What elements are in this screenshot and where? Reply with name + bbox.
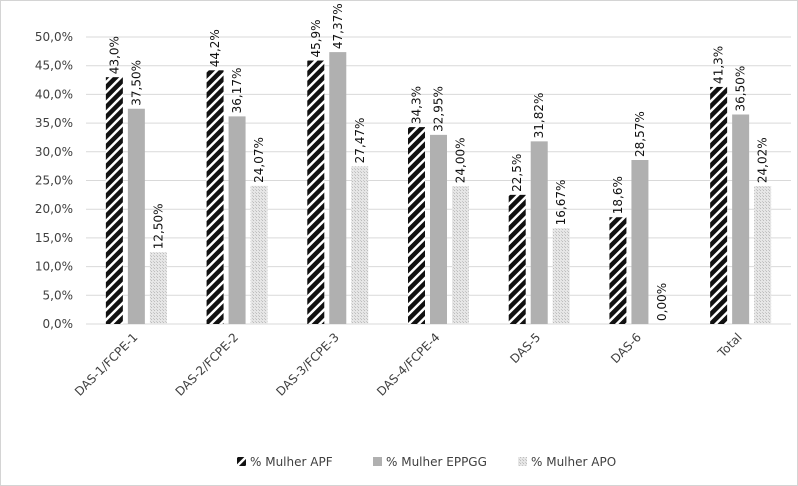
legend-label: % Mulher APF [250, 455, 333, 469]
bar [631, 160, 649, 324]
data-label: 16,67% [554, 180, 568, 226]
y-tick-label: 5,0% [43, 288, 74, 302]
data-label: 24,07% [252, 137, 266, 183]
x-tick-label: DAS-2/FCPE-2 [173, 330, 242, 399]
data-label: 43,0% [107, 36, 121, 74]
data-label: 41,3% [712, 46, 726, 84]
bar [452, 186, 469, 324]
data-label: 31,82% [532, 93, 546, 139]
legend-label: % Mulher APO [531, 455, 616, 469]
y-tick-label: 35,0% [35, 116, 73, 130]
x-tick-label: DAS-4/FCPE-4 [374, 330, 443, 399]
y-tick-label: 20,0% [35, 202, 73, 216]
y-tick-label: 25,0% [35, 174, 73, 188]
data-label: 0,00% [655, 283, 669, 321]
bar [351, 166, 369, 324]
bar [408, 127, 425, 324]
bar [530, 141, 548, 324]
y-tick-label: 30,0% [35, 145, 73, 159]
x-tick-label: DAS-3/FCPE-3 [273, 330, 342, 399]
x-tick-label: DAS-6 [608, 330, 644, 366]
data-label: 27,47% [353, 118, 367, 164]
bar [552, 228, 570, 324]
bar [609, 217, 627, 324]
data-label: 36,17% [230, 68, 244, 114]
bar [228, 116, 246, 324]
data-label: 32,95% [432, 86, 446, 132]
data-label: 36,50% [734, 66, 748, 112]
data-label: 44,2% [208, 29, 222, 67]
y-tick-label: 40,0% [35, 87, 73, 101]
data-label: 22,5% [510, 154, 524, 192]
data-label: 24,02% [756, 137, 770, 183]
x-tick-label: Total [714, 330, 744, 360]
y-tick-label: 15,0% [35, 231, 73, 245]
bar [105, 77, 123, 325]
data-label: 45,9% [309, 19, 323, 57]
legend-swatch [518, 457, 527, 466]
legend-label: % Mulher EPPGG [386, 455, 487, 469]
x-tick-label: DAS-5 [507, 330, 543, 366]
y-tick-label: 10,0% [35, 260, 73, 274]
data-label: 18,6% [611, 176, 625, 214]
bar [329, 52, 347, 325]
x-tick-label: DAS-1/FCPE-1 [72, 330, 141, 399]
bar [430, 134, 447, 324]
data-label: 34,3% [410, 86, 424, 124]
y-tick-label: 50,0% [35, 30, 73, 44]
data-label: 37,50% [129, 60, 143, 106]
legend-swatch [373, 457, 382, 466]
data-label: 47,37% [331, 3, 345, 49]
data-label: 28,57% [633, 111, 647, 157]
bar [149, 252, 167, 324]
y-tick-label: 0,0% [43, 317, 74, 331]
legend-swatch [237, 457, 246, 466]
data-label: 24,00% [454, 137, 468, 183]
bar [307, 60, 325, 325]
y-tick-label: 45,0% [35, 59, 73, 73]
bar [508, 194, 526, 324]
bar [754, 186, 772, 324]
bar [206, 70, 224, 325]
bar [250, 185, 268, 324]
bar [732, 114, 750, 325]
data-label: 12,50% [151, 203, 165, 249]
bar [127, 108, 145, 324]
bar [710, 86, 728, 324]
